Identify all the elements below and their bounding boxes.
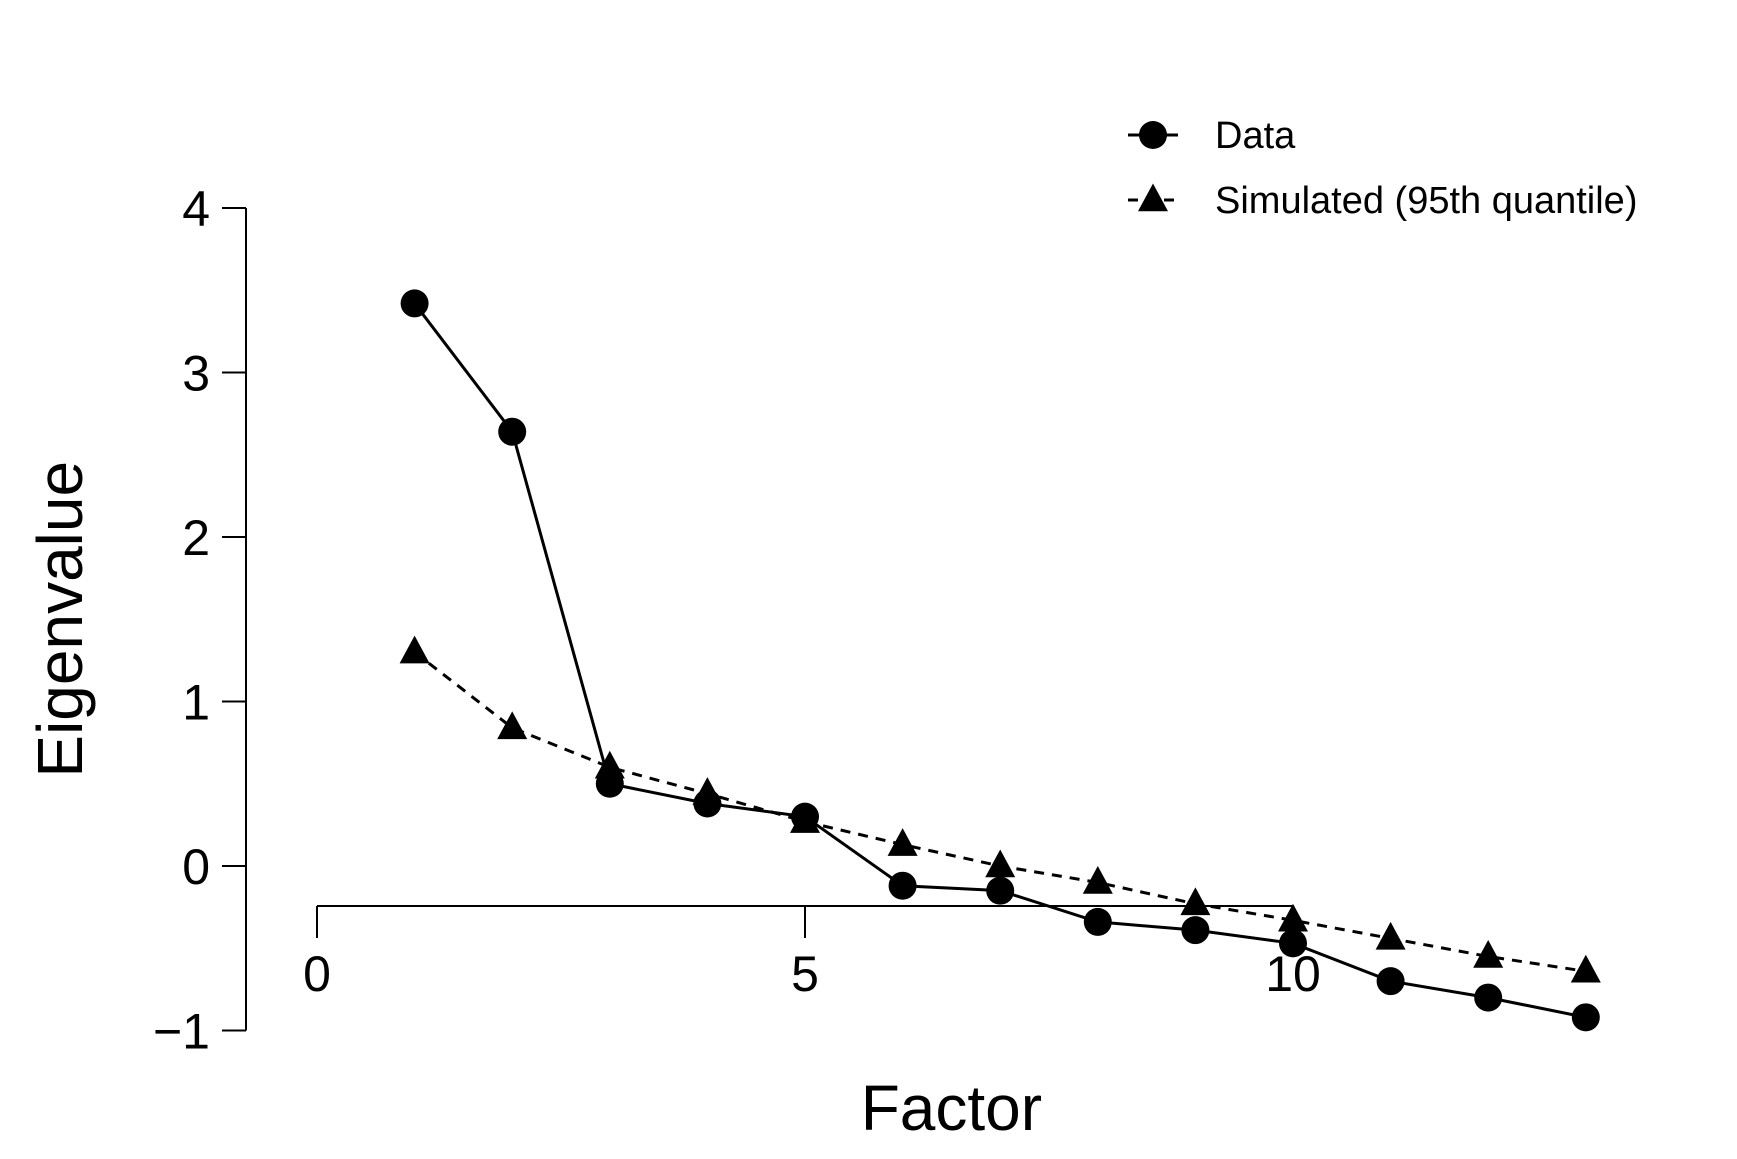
series-line xyxy=(413,650,1587,973)
y-axis-title: Eigenvalue xyxy=(24,461,96,778)
simulated-point xyxy=(985,849,1016,878)
data-point xyxy=(1083,907,1112,936)
y-tick-label: −1 xyxy=(153,1004,210,1060)
simulated-point xyxy=(594,750,625,779)
data-point xyxy=(888,871,917,900)
y-tick-label: 1 xyxy=(182,675,210,731)
series-line xyxy=(413,302,1587,1019)
legend-item-data: Data xyxy=(1128,115,1296,157)
simulated-point xyxy=(1180,887,1211,916)
simulated-point xyxy=(497,711,528,740)
y-tick-label: 2 xyxy=(182,510,210,566)
x-ticks: 0 5 10 xyxy=(303,906,1321,1002)
y-tick-label: 0 xyxy=(182,839,210,895)
data-point xyxy=(1571,1003,1600,1032)
y-tick-label: 3 xyxy=(182,346,210,402)
x-tick-label: 0 xyxy=(303,946,331,1002)
series-layer xyxy=(399,289,1601,1032)
x-tick-label: 5 xyxy=(791,946,819,1002)
series-simulated xyxy=(399,635,1601,983)
x-axis: 0 5 10 xyxy=(303,905,1321,1002)
y-tick-label: 4 xyxy=(182,181,210,237)
simulated-point xyxy=(790,805,820,833)
simulated-point xyxy=(399,635,430,664)
data-point xyxy=(1474,983,1503,1012)
simulated-point xyxy=(1278,903,1308,932)
data-point xyxy=(1181,916,1210,945)
simulated-point xyxy=(1375,921,1406,950)
data-point xyxy=(986,876,1015,905)
simulated-point xyxy=(1570,954,1601,983)
simulated-point xyxy=(887,828,918,856)
y-axis: −1 0 1 2 3 4 xyxy=(153,181,247,1060)
legend-label-simulated: Simulated (95th quantile) xyxy=(1215,180,1637,222)
simulated-point xyxy=(692,777,723,805)
simulated-point xyxy=(1082,865,1113,894)
series-data xyxy=(400,289,1600,1032)
legend-marker-triangle xyxy=(1138,183,1168,212)
legend-marker-circle xyxy=(1139,121,1167,149)
legend: Data Simulated (95th quantile) xyxy=(1128,115,1637,222)
simulated-point xyxy=(1473,939,1504,968)
data-point xyxy=(498,417,527,446)
y-ticks: −1 0 1 2 3 4 xyxy=(153,181,246,1060)
legend-label-data: Data xyxy=(1215,115,1296,157)
legend-item-simulated: Simulated (95th quantile) xyxy=(1128,180,1637,222)
data-point xyxy=(1279,929,1307,958)
data-point xyxy=(400,289,429,318)
x-axis-title: Factor xyxy=(861,1072,1042,1144)
data-point xyxy=(1376,967,1405,996)
